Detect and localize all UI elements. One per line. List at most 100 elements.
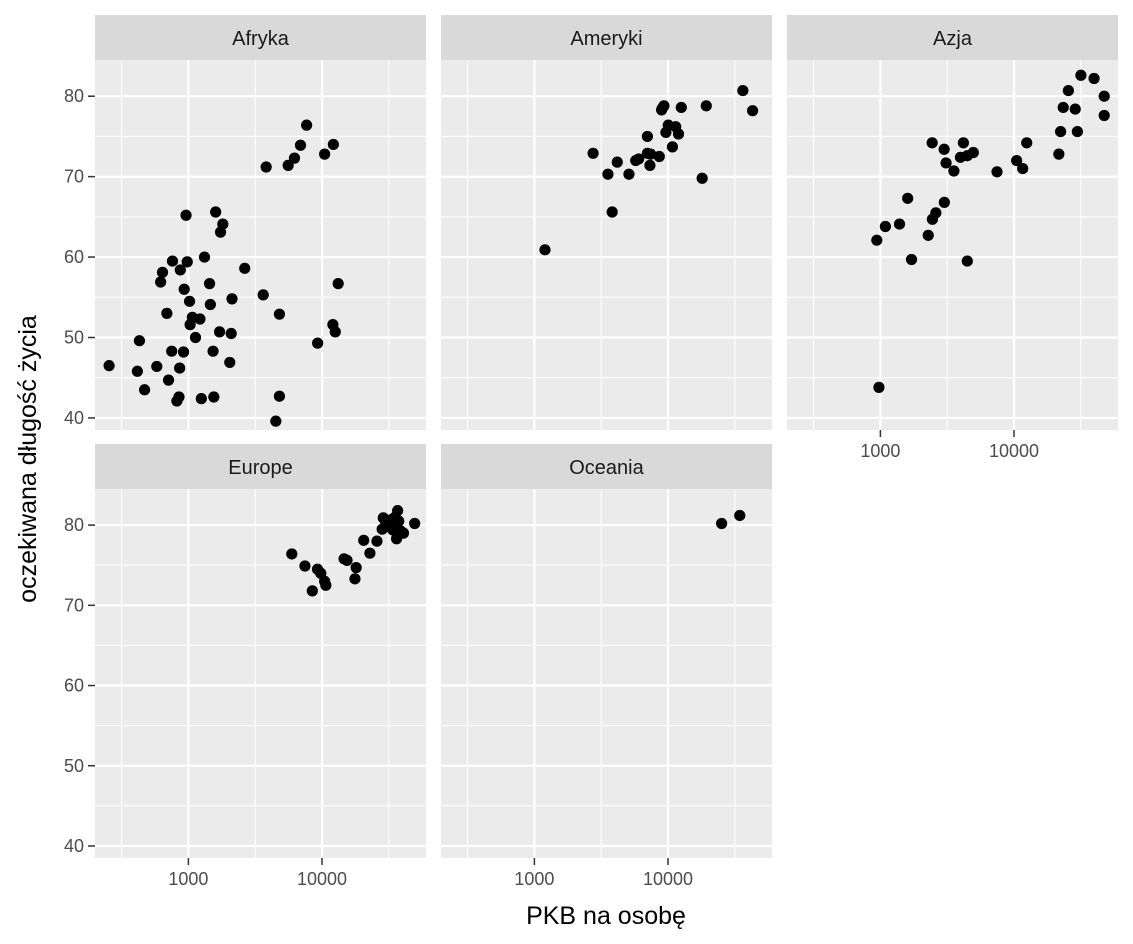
- panel-background: [787, 60, 1118, 430]
- data-point: [961, 255, 973, 267]
- data-point: [301, 119, 313, 131]
- data-point: [905, 253, 918, 266]
- data-point: [633, 153, 645, 165]
- data-point: [151, 360, 163, 373]
- data-point: [1053, 148, 1065, 160]
- data-point: [207, 345, 219, 357]
- data-point: [133, 335, 146, 347]
- data-point: [327, 138, 339, 151]
- y-tick-label: 60: [64, 676, 84, 696]
- data-point: [286, 548, 298, 560]
- data-point: [675, 101, 687, 114]
- data-point: [930, 207, 942, 219]
- facet-azja: Azja 1000 10000: [787, 15, 1118, 461]
- y-tick-label: 40: [64, 836, 84, 856]
- facet-strip: [95, 444, 426, 489]
- facet-strip-label: Europe: [228, 457, 293, 479]
- data-point: [224, 356, 236, 369]
- data-point: [1017, 162, 1029, 175]
- data-point: [879, 220, 891, 233]
- x-tick-label: 1000: [514, 869, 554, 889]
- data-point: [938, 143, 950, 155]
- data-point: [611, 156, 623, 168]
- data-point: [217, 218, 229, 230]
- facet-strip-label: Azja: [933, 28, 973, 50]
- data-point: [210, 206, 222, 218]
- data-point: [1021, 137, 1033, 149]
- data-point: [873, 381, 885, 393]
- data-point: [409, 517, 421, 530]
- data-point: [658, 100, 670, 112]
- data-point: [349, 573, 361, 585]
- data-point: [1011, 154, 1023, 167]
- data-point: [1088, 72, 1100, 85]
- data-point: [332, 278, 344, 290]
- data-point: [1057, 101, 1069, 114]
- panel-background: [441, 60, 772, 430]
- data-point: [392, 505, 404, 517]
- x-tick-label: 1000: [860, 441, 900, 461]
- data-point: [178, 283, 190, 295]
- y-tick-label: 70: [64, 167, 84, 187]
- data-point: [922, 229, 934, 241]
- y-tick-label: 70: [64, 595, 84, 615]
- data-point: [539, 244, 551, 256]
- facet-europe: Europe 40 50 60 70 80 1000 10000: [64, 444, 426, 889]
- x-tick-label: 10000: [643, 869, 693, 889]
- data-point: [967, 146, 979, 159]
- data-point: [926, 137, 938, 149]
- data-point: [203, 278, 216, 290]
- data-point: [364, 547, 376, 559]
- facet-strip: [441, 15, 772, 60]
- y-tick-label: 50: [64, 328, 84, 348]
- data-point: [174, 264, 186, 276]
- data-point: [288, 152, 301, 164]
- data-point: [329, 326, 341, 338]
- data-point: [871, 234, 883, 246]
- data-point: [162, 374, 175, 386]
- facet-strip-label: Oceania: [569, 457, 644, 479]
- data-point: [641, 130, 654, 143]
- data-point: [166, 345, 178, 357]
- data-point: [155, 276, 167, 288]
- facet-strip: [787, 15, 1118, 60]
- data-point: [156, 266, 169, 278]
- data-point: [270, 415, 282, 427]
- data-point: [716, 517, 728, 530]
- data-point: [166, 255, 179, 267]
- data-point: [1075, 69, 1087, 81]
- data-point: [177, 346, 190, 358]
- data-point: [700, 100, 712, 112]
- data-point: [371, 535, 383, 547]
- data-point: [208, 391, 220, 403]
- data-point: [320, 579, 332, 591]
- panel-background: [95, 60, 426, 430]
- data-point: [257, 289, 269, 301]
- data-point: [737, 84, 749, 97]
- data-point: [189, 331, 202, 344]
- data-point: [696, 172, 708, 184]
- data-point: [1098, 90, 1110, 102]
- data-point: [606, 206, 618, 218]
- data-point: [181, 256, 193, 268]
- x-tick-label: 1000: [168, 869, 208, 889]
- data-point: [645, 148, 657, 160]
- data-point: [273, 308, 286, 320]
- data-point: [358, 534, 370, 546]
- facet-strip: [441, 444, 772, 489]
- data-point: [183, 295, 196, 307]
- facet-strip: [95, 15, 426, 60]
- data-point: [393, 515, 405, 527]
- data-point: [1069, 103, 1081, 115]
- facet-ameryki: Ameryki: [441, 15, 772, 430]
- data-point: [948, 165, 960, 177]
- y-tick-label: 60: [64, 247, 84, 267]
- data-point: [195, 393, 207, 405]
- data-point: [350, 562, 362, 574]
- data-point: [940, 157, 952, 169]
- data-point: [653, 150, 665, 163]
- data-point: [938, 196, 950, 208]
- data-point: [194, 313, 206, 325]
- data-point: [239, 262, 251, 274]
